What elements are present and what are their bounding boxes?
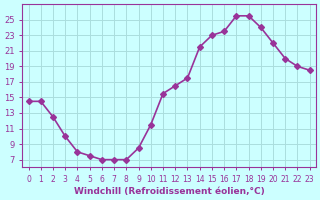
X-axis label: Windchill (Refroidissement éolien,°C): Windchill (Refroidissement éolien,°C) bbox=[74, 187, 265, 196]
